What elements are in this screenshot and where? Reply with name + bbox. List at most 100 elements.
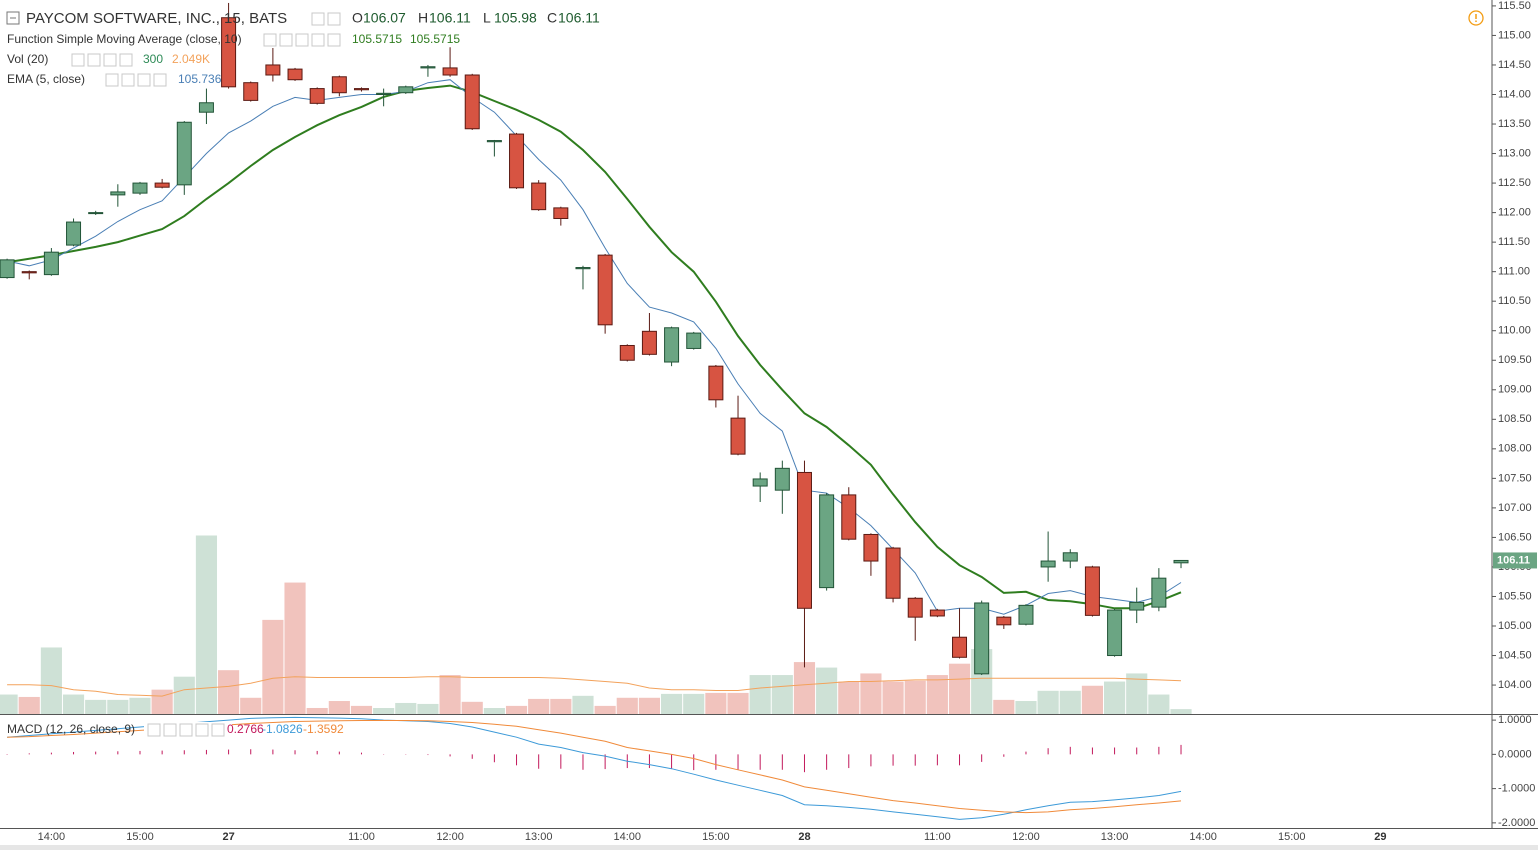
x-tick-label: 11:00 <box>348 831 375 843</box>
candle-body <box>553 207 569 220</box>
volume-bar <box>1103 681 1126 714</box>
legend-button[interactable] <box>103 53 117 67</box>
candle-body <box>243 82 259 101</box>
candle-body <box>1084 566 1100 616</box>
legend-button[interactable] <box>179 723 193 737</box>
volume-bar <box>1170 709 1192 714</box>
volume-layer <box>0 535 1192 714</box>
legend-button[interactable] <box>311 33 325 47</box>
volume-bar <box>926 675 948 714</box>
legend-button[interactable] <box>71 53 85 67</box>
overlay-line <box>6 84 1182 610</box>
x-tick-label: 11:00 <box>924 831 951 843</box>
legend-button[interactable] <box>147 723 161 737</box>
candle-body <box>221 17 237 88</box>
y-tick-label: 113.50 <box>1498 118 1531 130</box>
y-tick-label: 114.00 <box>1498 88 1531 100</box>
x-tick-label: 27 <box>222 831 234 843</box>
volume-bar <box>461 701 483 714</box>
warning-icon[interactable] <box>1468 10 1484 26</box>
candle-body <box>464 74 480 130</box>
volume-bar <box>483 707 505 714</box>
legend-value: 105.5715 <box>352 32 402 46</box>
candle-body <box>752 478 768 487</box>
legend-name: MACD (12, 26, close, 9) <box>7 722 135 736</box>
symbol-title: PAYCOM SOFTWARE, INC., 15, BATS <box>26 10 287 27</box>
volume-bar <box>85 699 107 714</box>
legend-value: 300 <box>143 52 163 66</box>
legend-button[interactable] <box>311 12 325 26</box>
volume-bar <box>373 707 395 714</box>
legend-value: 0.2766 <box>227 722 264 736</box>
legend-value: 105.736 <box>178 72 222 86</box>
y-tick-label: 110.50 <box>1498 295 1531 307</box>
legend-button[interactable] <box>195 723 209 737</box>
legend-button[interactable] <box>327 12 341 26</box>
x-tick-label: 15:00 <box>1278 831 1306 843</box>
volume-bar <box>705 692 727 714</box>
volume-bar <box>572 695 594 714</box>
volume-bar <box>948 663 971 714</box>
x-tick-label: 28 <box>798 831 810 843</box>
volume-bar <box>218 670 240 714</box>
legend-button[interactable] <box>87 53 101 67</box>
volume-bar <box>882 681 904 714</box>
y-tick-label: 105.00 <box>1498 620 1532 632</box>
volume-bar <box>18 696 40 714</box>
volume-bar <box>350 705 373 714</box>
volume-bar <box>1148 694 1170 714</box>
volume-bar <box>173 676 195 714</box>
candle-body <box>132 182 148 194</box>
volume-bar <box>505 705 528 714</box>
candle-body <box>0 259 15 279</box>
legend-button[interactable] <box>153 73 167 87</box>
legend-button[interactable] <box>163 723 177 737</box>
candle-body <box>376 92 392 95</box>
volume-bar <box>771 675 793 714</box>
candle-body <box>1062 552 1078 562</box>
x-tick-label: 29 <box>1374 831 1386 843</box>
legend-button[interactable] <box>121 73 135 87</box>
candle-body <box>907 597 923 618</box>
scrollbar[interactable] <box>0 845 1538 850</box>
last-price-label: 106.11 <box>1497 554 1530 566</box>
price-layer <box>0 2 1189 676</box>
legend-button[interactable] <box>137 73 151 87</box>
legend-button[interactable] <box>211 723 225 737</box>
candle-body <box>531 182 547 211</box>
candle-body <box>1129 601 1145 611</box>
ohlc-key: O <box>352 10 363 26</box>
legend-button[interactable] <box>327 33 341 47</box>
volume-bar <box>727 692 749 714</box>
volume-ma-line <box>7 676 1182 697</box>
volume-bar <box>838 681 860 714</box>
candle-body <box>819 494 835 589</box>
legend-value: 2.049K <box>172 52 210 66</box>
candle-body <box>774 467 790 491</box>
legend-value: 105.5715 <box>410 32 460 46</box>
legend-button[interactable] <box>263 33 277 47</box>
y-tick-label: 109.50 <box>1498 354 1532 366</box>
y-tick-label: 104.00 <box>1498 679 1532 691</box>
volume-bar <box>683 693 705 714</box>
legend-button[interactable] <box>279 33 293 47</box>
y-tick-label: 107.00 <box>1498 502 1532 514</box>
volume-bar <box>62 694 85 714</box>
y-tick-label: 115.50 <box>1498 0 1531 12</box>
legend-button[interactable] <box>105 73 119 87</box>
legend: PAYCOM SOFTWARE, INC., 15, BATS O 106.07 H… <box>6 10 1484 738</box>
legend-button[interactable] <box>295 33 309 47</box>
ohlc-value: 106.11 <box>558 10 600 26</box>
last-price-tag <box>1493 552 1537 569</box>
candle-body <box>1173 559 1189 564</box>
ohlc-value: 105.98 <box>494 10 537 26</box>
volume-bar <box>0 694 18 714</box>
candle-body <box>575 267 591 270</box>
volume-bar <box>594 705 616 714</box>
legend-button[interactable] <box>119 53 133 67</box>
candle-body <box>974 602 990 675</box>
candle-body <box>885 547 901 599</box>
candle-body <box>996 616 1012 626</box>
legend-name: Function Simple Moving Average (close, 1… <box>7 32 242 46</box>
